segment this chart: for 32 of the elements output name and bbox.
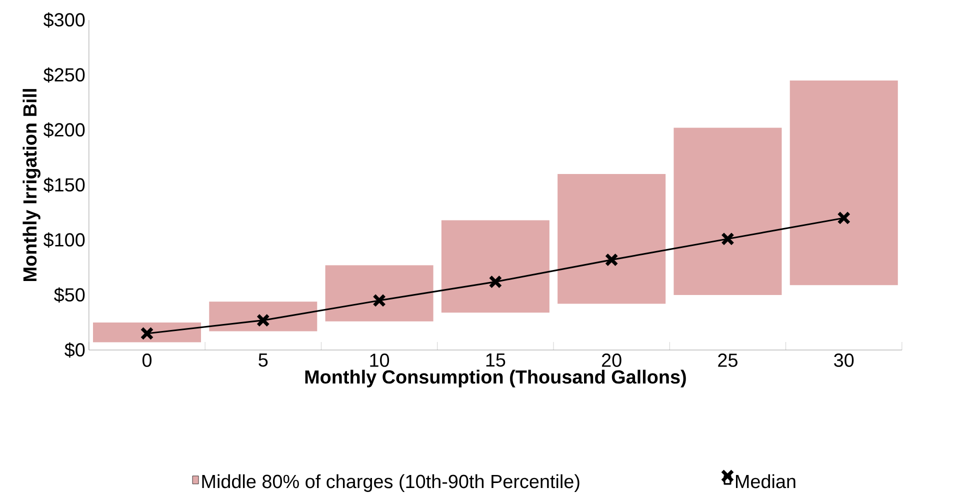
bar — [441, 220, 550, 313]
y-tick-label: $50 — [54, 287, 85, 303]
point — [604, 253, 618, 266]
y-tick-label: $0 — [64, 342, 85, 358]
x-tick-label: 5 — [258, 354, 268, 367]
point — [372, 294, 386, 308]
legend-label: Middle 80% of charges (10th-90th Percentile) — [202, 474, 580, 492]
y-tick-label: $300 — [44, 12, 85, 28]
point — [140, 326, 154, 340]
point — [721, 232, 734, 246]
x-tick-label: 30 — [834, 354, 854, 367]
x-tick-label: 15 — [486, 354, 506, 367]
x-tick-label: 0 — [142, 354, 152, 367]
x-tick-label: 25 — [718, 354, 738, 367]
x-tick-label: 10 — [370, 354, 390, 367]
y-tick-label: $200 — [44, 122, 85, 138]
bar — [325, 265, 434, 322]
legend-label: Median — [736, 474, 796, 488]
y-tick-label: $150 — [44, 177, 85, 193]
point — [256, 314, 270, 327]
bar — [790, 80, 898, 286]
x-axis-title: Monthly Consumption (Thousand Gallons) — [305, 370, 686, 388]
bar — [558, 174, 666, 304]
point — [488, 275, 502, 288]
bar — [674, 128, 782, 295]
x-tick-label: 20 — [602, 354, 622, 367]
point — [837, 211, 851, 225]
y-tick-label: $100 — [44, 232, 85, 248]
y-tick-label: $250 — [44, 67, 85, 83]
bar — [92, 322, 202, 342]
bar — [209, 302, 318, 332]
y-axis-title: Monthly Irrigation Bill — [22, 89, 40, 282]
